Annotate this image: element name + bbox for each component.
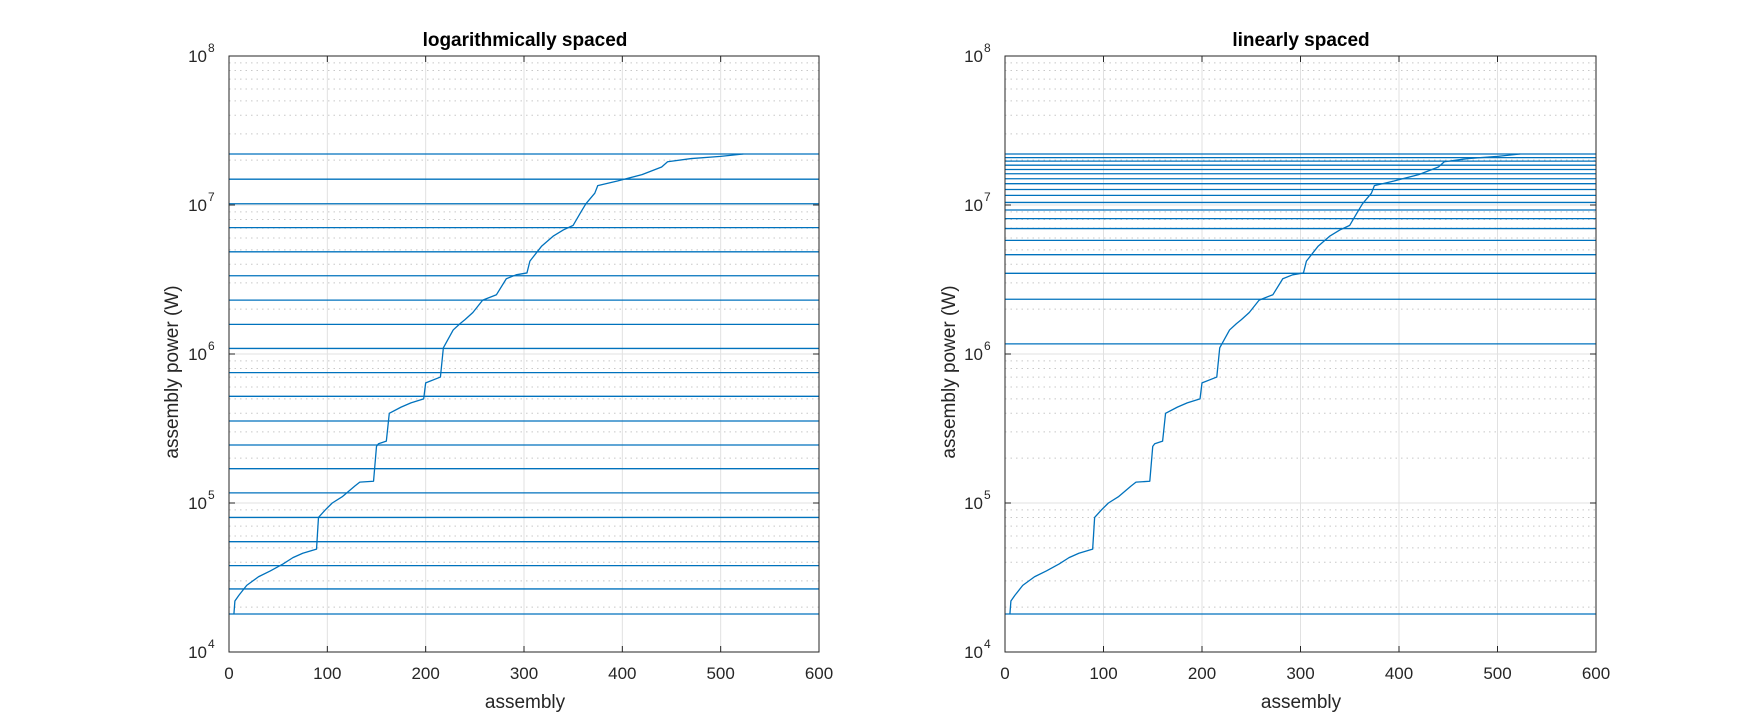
y-tick-label: 10 [964, 345, 983, 364]
y-tick-exponent: 6 [984, 339, 991, 353]
x-tick-label: 100 [313, 664, 341, 683]
x-tick-label: 300 [1286, 664, 1314, 683]
threshold-lines [1005, 153, 1596, 615]
x-tick-label: 600 [1582, 664, 1610, 683]
x-tick-label: 200 [1188, 664, 1216, 683]
y-axis-label: assembly power (W) [939, 285, 960, 458]
x-tick-label: 400 [1385, 664, 1413, 683]
x-axis-label: assembly [485, 692, 566, 713]
y-tick-label: 10 [188, 643, 207, 662]
y-tick-exponent: 6 [208, 339, 215, 353]
chart-title: logarithmically spaced [423, 30, 628, 51]
y-tick-exponent: 4 [984, 637, 991, 651]
x-tick-label: 200 [411, 664, 439, 683]
threshold-lines [229, 153, 819, 615]
x-tick-label: 500 [706, 664, 734, 683]
y-tick-label: 10 [188, 47, 207, 66]
y-tick-exponent: 8 [208, 41, 215, 55]
x-tick-label: 300 [510, 664, 538, 683]
x-tick-label: 600 [805, 664, 833, 683]
data-line [233, 153, 744, 615]
y-tick-exponent: 4 [208, 637, 215, 651]
y-tick-label: 10 [188, 494, 207, 513]
x-axis-label: assembly [1261, 692, 1342, 713]
data-line [1009, 153, 1521, 615]
y-tick-label: 10 [964, 643, 983, 662]
y-tick-label: 10 [964, 494, 983, 513]
chart-logarithmically-spaced: logarithmically spaced assembly assembly… [162, 30, 833, 713]
x-tick-label: 100 [1089, 664, 1117, 683]
y-tick-label: 10 [188, 345, 207, 364]
y-tick-exponent: 7 [984, 190, 991, 204]
y-tick-exponent: 5 [984, 488, 991, 502]
y-tick-label: 10 [964, 47, 983, 66]
y-tick-exponent: 8 [984, 41, 991, 55]
x-tick-label: 500 [1483, 664, 1511, 683]
x-tick-label: 400 [608, 664, 636, 683]
x-tick-label: 0 [224, 664, 233, 683]
x-tick-label: 0 [1000, 664, 1009, 683]
y-axis-label: assembly power (W) [162, 285, 183, 458]
y-tick-label: 10 [188, 196, 207, 215]
chart-title: linearly spaced [1232, 30, 1369, 51]
chart-linearly-spaced: linearly spaced assembly assembly power … [939, 30, 1610, 713]
y-tick-label: 10 [964, 196, 983, 215]
y-tick-exponent: 5 [208, 488, 215, 502]
y-tick-exponent: 7 [208, 190, 215, 204]
